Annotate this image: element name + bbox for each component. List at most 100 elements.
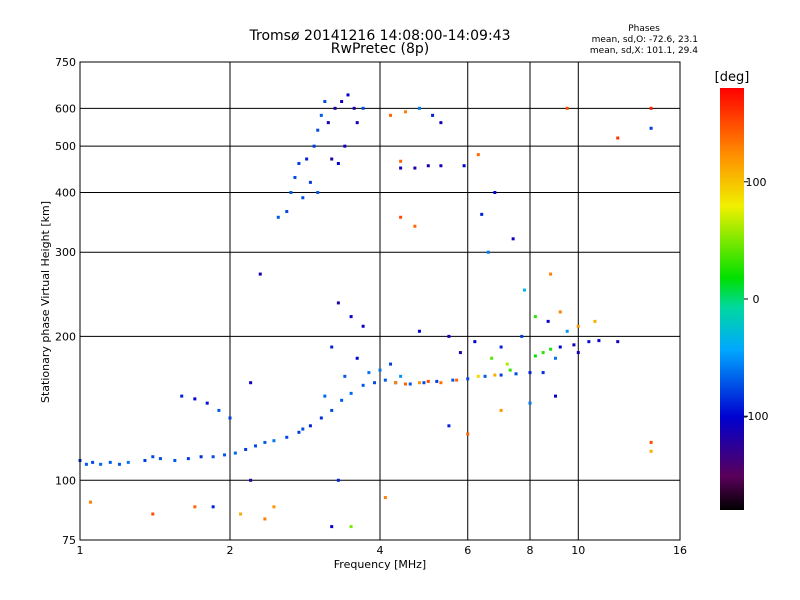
data-point — [89, 500, 93, 504]
data-point — [399, 374, 403, 378]
data-point — [403, 382, 407, 386]
data-point — [373, 381, 377, 385]
data-point — [394, 381, 398, 385]
data-point — [576, 324, 580, 328]
data-point — [285, 210, 289, 214]
data-point — [486, 250, 490, 254]
data-point — [533, 315, 537, 319]
data-point — [576, 351, 580, 355]
x-axis-label: Frequency [MHz] — [334, 558, 426, 571]
data-point — [399, 166, 403, 170]
data-point — [293, 175, 297, 179]
y-tick-label: 750 — [55, 56, 76, 69]
y-tick-label: 200 — [55, 330, 76, 343]
data-point — [228, 416, 232, 420]
data-point — [649, 440, 653, 444]
data-point — [330, 525, 334, 529]
data-point — [233, 451, 237, 455]
data-point — [217, 408, 221, 412]
data-point — [439, 381, 443, 385]
data-point — [439, 121, 443, 125]
data-point — [301, 427, 305, 431]
data-point — [649, 449, 653, 453]
data-points — [78, 93, 653, 529]
data-point — [349, 525, 353, 529]
data-point — [117, 462, 121, 466]
x-tick-label: 10 — [571, 544, 585, 557]
data-point — [455, 378, 459, 382]
stats-line-o: mean, sd,O: -72.6, 23.1 — [592, 35, 698, 45]
data-point — [490, 356, 494, 360]
data-point — [108, 460, 112, 464]
data-point — [431, 113, 435, 117]
colorbar-tick-label: 0 — [753, 293, 760, 306]
data-point — [565, 106, 569, 110]
data-point — [258, 272, 262, 276]
data-point — [597, 339, 601, 343]
stats-heading: Phases — [628, 24, 660, 34]
data-point — [649, 126, 653, 130]
data-point — [483, 374, 487, 378]
x-tick-label: 6 — [464, 544, 471, 557]
y-tick-label: 600 — [55, 102, 76, 115]
data-point — [476, 153, 480, 157]
y-axis-label: Stationary phase Virtual Height [km] — [39, 201, 52, 403]
data-point — [301, 196, 305, 200]
data-point — [447, 424, 451, 428]
data-point — [340, 100, 344, 104]
chart-title: Tromsø 20141216 14:08:00-14:09:43 — [249, 28, 511, 44]
data-point — [399, 215, 403, 219]
plot-frame — [79, 61, 681, 541]
data-point — [151, 455, 155, 459]
data-point — [173, 458, 177, 462]
data-point — [549, 272, 553, 276]
data-point — [426, 379, 430, 383]
data-point — [417, 381, 421, 385]
data-point — [476, 374, 480, 378]
data-point — [493, 190, 497, 194]
data-point — [553, 356, 557, 360]
data-point — [616, 340, 620, 344]
data-point — [263, 440, 267, 444]
data-point — [499, 408, 503, 412]
data-point — [361, 106, 365, 110]
grid-lines — [80, 62, 680, 540]
data-point — [330, 408, 334, 412]
data-point — [408, 382, 412, 386]
data-point — [211, 455, 215, 459]
data-point — [528, 371, 532, 375]
data-point — [493, 373, 497, 377]
data-point — [549, 347, 553, 351]
data-point — [308, 180, 312, 184]
data-point — [499, 345, 503, 349]
data-point — [558, 345, 562, 349]
data-point — [263, 517, 267, 521]
data-point — [565, 329, 569, 333]
data-point — [466, 377, 470, 381]
data-point — [193, 397, 197, 401]
data-point — [319, 416, 323, 420]
data-point — [649, 106, 653, 110]
data-point — [447, 334, 451, 338]
data-point — [333, 106, 337, 110]
data-point — [439, 164, 443, 168]
x-tick-label: 1 — [77, 544, 84, 557]
y-tick-label: 400 — [55, 186, 76, 199]
data-point — [297, 430, 301, 434]
data-point — [272, 439, 276, 443]
data-point — [466, 432, 470, 436]
data-point — [249, 478, 253, 482]
data-point — [285, 435, 289, 439]
x-tick-label: 2 — [227, 544, 234, 557]
data-point — [330, 345, 334, 349]
data-point — [193, 505, 197, 509]
colorbar-label: [deg] — [715, 70, 750, 85]
data-point — [272, 505, 276, 509]
data-point — [553, 394, 557, 398]
data-point — [343, 374, 347, 378]
data-point — [462, 164, 466, 168]
data-point — [336, 161, 340, 165]
data-point — [99, 462, 103, 466]
data-point — [244, 447, 248, 451]
